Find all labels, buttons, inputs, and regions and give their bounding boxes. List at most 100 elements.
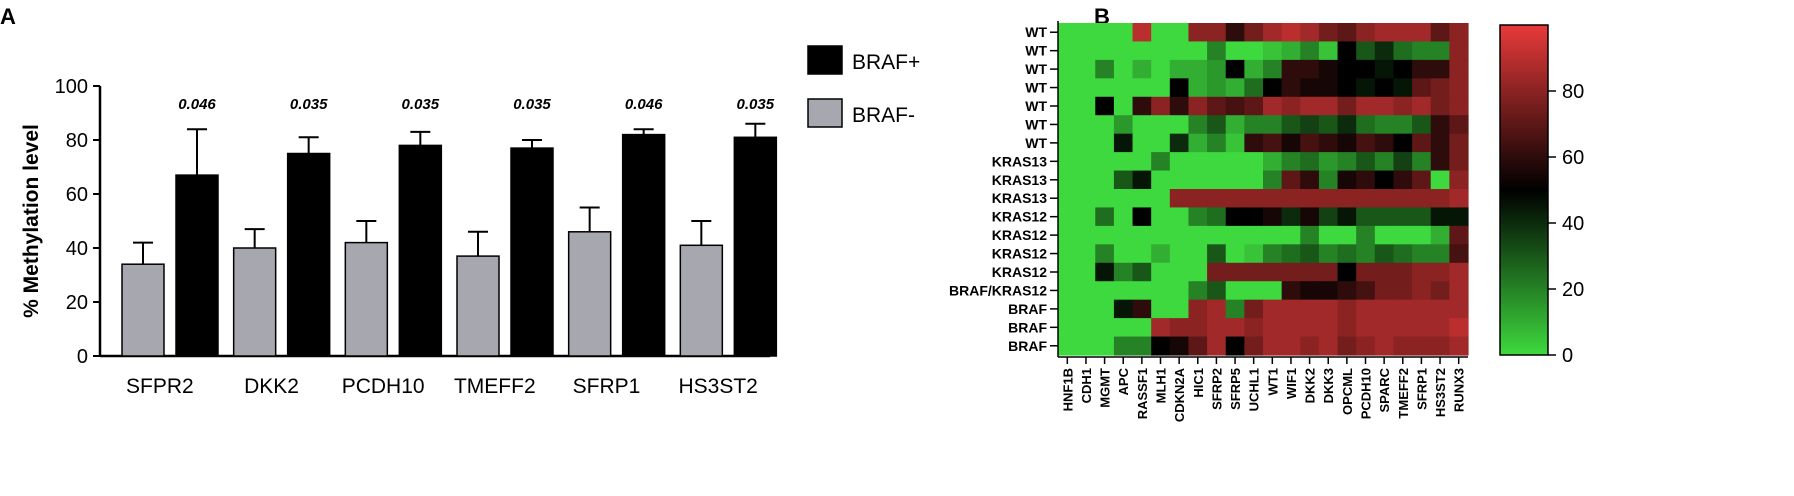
- heatmap-cell: [1151, 225, 1171, 245]
- heatmap-cell: [1430, 207, 1450, 227]
- heatmap-cell: [1318, 225, 1339, 245]
- heatmap-cell: [1169, 115, 1190, 135]
- heatmap-cell: [1449, 115, 1469, 135]
- heatmap-cell: [1244, 299, 1264, 319]
- heatmap-cell: [1169, 299, 1190, 319]
- heatmap-cell: [1225, 170, 1245, 190]
- heatmap-cell: [1263, 318, 1283, 338]
- heatmap-cell: [1132, 78, 1152, 98]
- heatmap-cell: [1337, 41, 1357, 61]
- bar-brafneg: [232, 247, 277, 357]
- heatmap-cell: [1374, 207, 1395, 227]
- heatmap-cell: [1225, 336, 1245, 356]
- heatmap-cell: [1188, 152, 1208, 172]
- heatmap-cell: [1113, 23, 1134, 43]
- heatmap-cell: [1374, 23, 1395, 43]
- heatmap-cell: [1151, 207, 1171, 227]
- heatmap-cell: [1169, 96, 1190, 116]
- heatmap-cell: [1449, 281, 1469, 301]
- heatmap-cell: [1300, 299, 1320, 319]
- heatmap-cell: [1058, 281, 1078, 301]
- heatmap-cell: [1095, 133, 1115, 153]
- column-label: RUNX3: [1452, 368, 1467, 412]
- heatmap-cell: [1207, 318, 1227, 338]
- heatmap-cell: [1244, 115, 1264, 135]
- heatmap-cell: [1318, 262, 1339, 282]
- heatmap-cell: [1430, 133, 1450, 153]
- heatmap-cell: [1207, 336, 1227, 356]
- heatmap-cell: [1095, 281, 1115, 301]
- heatmap-cell: [1356, 299, 1376, 319]
- heatmap-cell: [1244, 152, 1264, 172]
- p-value-annotation: 0.035: [513, 96, 551, 113]
- heatmap-cell: [1412, 23, 1432, 43]
- heatmap-cell: [1337, 152, 1357, 172]
- heatmap-cell: [1430, 96, 1450, 116]
- heatmap-cell: [1207, 59, 1227, 79]
- heatmap-cell: [1300, 41, 1320, 61]
- heatmap-cell: [1244, 225, 1264, 245]
- heatmap-cell: [1151, 78, 1171, 98]
- heatmap-cell: [1337, 262, 1357, 282]
- legend-label: BRAF-: [852, 104, 915, 127]
- heatmap-cell: [1207, 244, 1227, 264]
- row-label: WT: [1025, 43, 1047, 59]
- heatmap-cell: [1412, 189, 1432, 209]
- heatmap-cell: [1113, 59, 1134, 79]
- heatmap-cell: [1281, 189, 1301, 209]
- heatmap-cell: [1095, 207, 1115, 227]
- heatmap-cell: [1300, 318, 1320, 338]
- heatmap-cell: [1374, 225, 1395, 245]
- heatmap-cell: [1225, 207, 1245, 227]
- heatmap-cell: [1188, 170, 1208, 190]
- heatmap-cell: [1244, 262, 1264, 282]
- heatmap-cell: [1430, 318, 1450, 338]
- heatmap-cell: [1263, 96, 1283, 116]
- column-label: DKK3: [1321, 368, 1336, 403]
- heatmap-cell: [1393, 189, 1413, 209]
- heatmap-cell: [1374, 115, 1395, 135]
- heatmap-cell: [1151, 96, 1171, 116]
- row-label: WT: [1025, 135, 1047, 151]
- heatmap-cell: [1337, 96, 1357, 116]
- heatmap: WT WT WT WT WT WT WT KRAS13 KRAS13 KRAS13 KRAS12 KR…: [949, 21, 1469, 422]
- heatmap-cell: [1337, 281, 1357, 301]
- heatmap-cell: [1263, 225, 1283, 245]
- heatmap-cell: [1207, 133, 1227, 153]
- heatmap-cell: [1095, 23, 1115, 43]
- bar-brafpos: [621, 133, 666, 357]
- heatmap-cell: [1113, 207, 1134, 227]
- heatmap-cell: [1337, 336, 1357, 356]
- heatmap-cell: [1076, 96, 1096, 116]
- heatmap-cell: [1225, 299, 1245, 319]
- heatmap-cell: [1337, 189, 1357, 209]
- heatmap-cell: [1113, 41, 1134, 61]
- heatmap-cell: [1132, 152, 1152, 172]
- heatmap-cell: [1225, 189, 1245, 209]
- row-label: BRAF/KRAS12: [949, 282, 1047, 298]
- heatmap-cell: [1430, 170, 1450, 190]
- heatmap-cell: [1300, 115, 1320, 135]
- column-label: MLH1: [1154, 368, 1169, 403]
- y-tick-label: 0: [77, 346, 88, 368]
- heatmap-cell: [1356, 281, 1376, 301]
- y-axis-title: % Methylation level: [20, 124, 43, 318]
- heatmap-cell: [1188, 41, 1208, 61]
- heatmap-cell: [1393, 170, 1413, 190]
- heatmap-cell: [1337, 244, 1357, 264]
- heatmap-cell: [1113, 133, 1134, 153]
- heatmap-cell: [1058, 189, 1078, 209]
- heatmap-cell: [1374, 336, 1395, 356]
- column-label: DKK2: [1303, 368, 1318, 403]
- heatmap-cell: [1300, 281, 1320, 301]
- column-label: CDKN2A: [1172, 367, 1187, 422]
- heatmap-cell: [1076, 336, 1096, 356]
- heatmap-cell: [1430, 59, 1450, 79]
- heatmap-cell: [1300, 133, 1320, 153]
- heatmap-cell: [1058, 133, 1078, 153]
- heatmap-cell: [1058, 318, 1078, 338]
- heatmap-cell: [1412, 318, 1432, 338]
- x-category-label: SFRP1: [573, 375, 641, 398]
- heatmap-cell: [1412, 59, 1432, 79]
